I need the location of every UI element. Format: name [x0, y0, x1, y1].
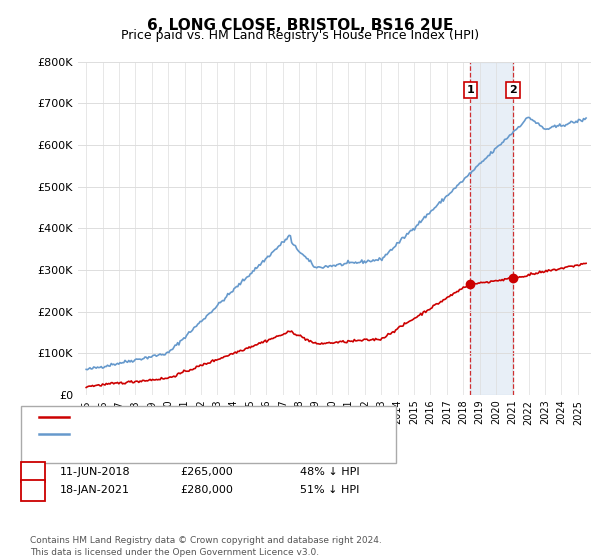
Text: 48% ↓ HPI: 48% ↓ HPI [300, 466, 359, 477]
Text: £265,000: £265,000 [180, 466, 233, 477]
Text: HPI: Average price, detached house, City of Bristol: HPI: Average price, detached house, City… [75, 429, 338, 439]
Text: 6, LONG CLOSE, BRISTOL, BS16 2UE (detached house): 6, LONG CLOSE, BRISTOL, BS16 2UE (detach… [75, 412, 358, 422]
Text: 11-JUN-2018: 11-JUN-2018 [60, 466, 131, 477]
Text: £280,000: £280,000 [180, 485, 233, 495]
Text: 6, LONG CLOSE, BRISTOL, BS16 2UE: 6, LONG CLOSE, BRISTOL, BS16 2UE [147, 18, 453, 33]
Text: Price paid vs. HM Land Registry's House Price Index (HPI): Price paid vs. HM Land Registry's House … [121, 29, 479, 42]
Text: Contains HM Land Registry data © Crown copyright and database right 2024.
This d: Contains HM Land Registry data © Crown c… [30, 536, 382, 557]
Bar [470, 62, 513, 395]
Text: 2: 2 [29, 485, 37, 495]
Text: 18-JAN-2021: 18-JAN-2021 [60, 485, 130, 495]
Text: 1: 1 [466, 85, 474, 95]
Text: 1: 1 [29, 466, 37, 477]
Text: 2: 2 [509, 85, 517, 95]
Text: 51% ↓ HPI: 51% ↓ HPI [300, 485, 359, 495]
